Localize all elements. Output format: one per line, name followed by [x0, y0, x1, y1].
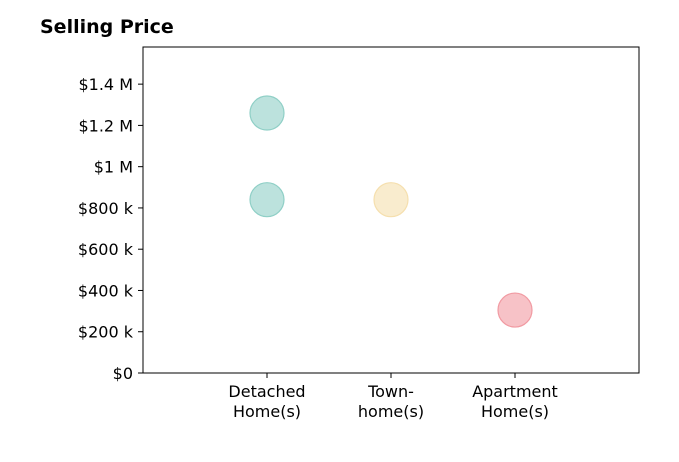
x-axis: Detached Home(s)Town-home(s)Apartment Home… [228, 373, 558, 421]
x-tick-label: Apartment Home(s) [472, 382, 558, 421]
y-tick-label: $200 k [78, 323, 134, 342]
x-tick-label: Town-home(s) [358, 382, 424, 421]
data-point [497, 292, 533, 328]
y-tick-label: $1.2 M [78, 116, 133, 135]
y-tick-label: $800 k [78, 199, 134, 218]
chart-title: Selling Price [40, 16, 174, 38]
x-tick-label-line: Home(s) [233, 402, 301, 421]
plot-frame [142, 46, 640, 374]
data-point [249, 95, 285, 131]
data-point [249, 182, 285, 218]
y-tick-label: $600 k [78, 240, 134, 259]
y-tick-label: $1 M [94, 158, 133, 177]
x-tick-label-line: Detached [228, 382, 305, 401]
data-points [249, 95, 533, 328]
data-point [373, 182, 409, 218]
x-tick-label-line: Home(s) [481, 402, 549, 421]
y-tick-label: $400 k [78, 281, 134, 300]
x-tick-label: Detached Home(s) [228, 382, 305, 421]
y-tick-label: $0 [113, 364, 133, 383]
y-tick-label: $1.4 M [78, 75, 133, 94]
y-axis: $0 $200 k $400 k $600 k $800 k $1 M $1.2 M $1.4… [78, 75, 143, 383]
x-tick-label-line: home(s) [358, 402, 424, 421]
x-tick-label-line: Town- [367, 382, 414, 401]
x-tick-label-line: Apartment [472, 382, 558, 401]
